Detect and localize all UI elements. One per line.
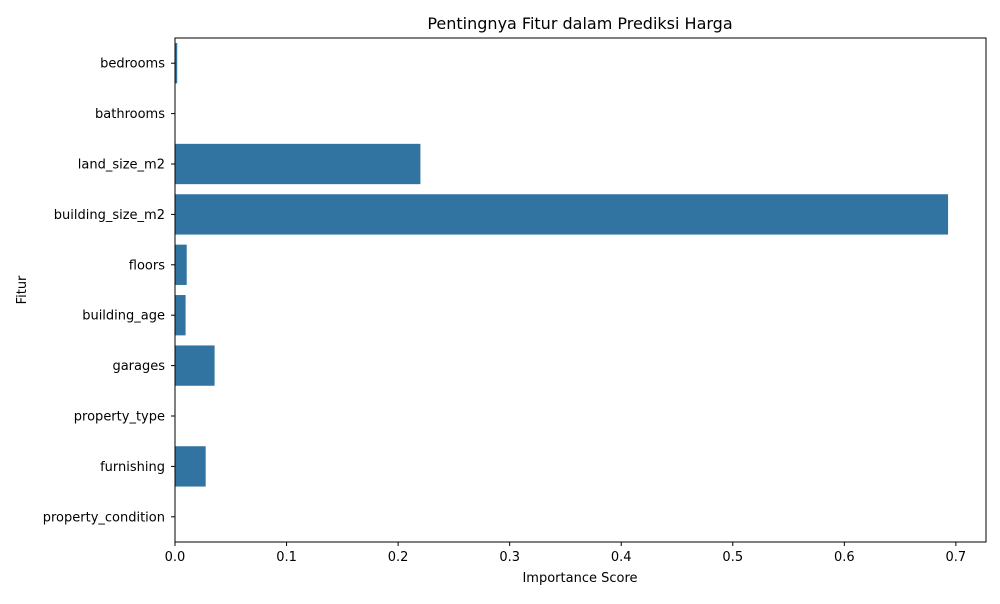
y-tick-label: property_type bbox=[74, 410, 165, 425]
x-tick-label: 0.0 bbox=[165, 550, 186, 565]
x-axis-label: Importance Score bbox=[522, 571, 637, 586]
bar-garages bbox=[175, 345, 215, 386]
x-tick-label: 0.6 bbox=[834, 550, 855, 565]
x-tick-label: 0.5 bbox=[722, 550, 743, 565]
y-axis-ticks: bedrooms bathrooms land_size_m2 building_si… bbox=[43, 57, 175, 525]
plot-frame bbox=[174, 37, 987, 543]
y-axis-label: Fitur bbox=[15, 275, 30, 304]
chart-title: Pentingnya Fitur dalam Prediksi Harga bbox=[427, 14, 732, 33]
x-tick-label: 0.3 bbox=[499, 550, 520, 565]
y-tick-label: furnishing bbox=[100, 460, 165, 475]
y-tick-label: garages bbox=[112, 359, 165, 374]
y-tick-label: building_size_m2 bbox=[54, 208, 165, 223]
bar-land_size_m2 bbox=[175, 143, 421, 185]
bar-furnishing bbox=[175, 446, 206, 487]
x-tick-label: 0.1 bbox=[276, 550, 297, 565]
bar-bedrooms bbox=[175, 43, 178, 84]
x-tick-label: 0.4 bbox=[611, 550, 632, 565]
bar-building_age bbox=[175, 295, 186, 336]
x-axis-ticks: 0.0 0.1 0.2 0.3 0.4 0.5 0.6 0.7 bbox=[165, 542, 967, 565]
y-tick-label: floors bbox=[129, 258, 165, 273]
y-tick-label: bedrooms bbox=[100, 57, 165, 72]
bars-group bbox=[175, 43, 949, 487]
y-tick-label: building_age bbox=[82, 309, 165, 324]
bar-floors bbox=[175, 244, 187, 285]
bar-building_size_m2 bbox=[175, 194, 949, 235]
x-tick-label: 0.7 bbox=[946, 550, 967, 565]
y-tick-label: land_size_m2 bbox=[78, 158, 165, 173]
x-tick-label: 0.2 bbox=[388, 550, 409, 565]
y-tick-label: bathrooms bbox=[95, 107, 165, 122]
y-tick-label: property_condition bbox=[43, 510, 165, 525]
